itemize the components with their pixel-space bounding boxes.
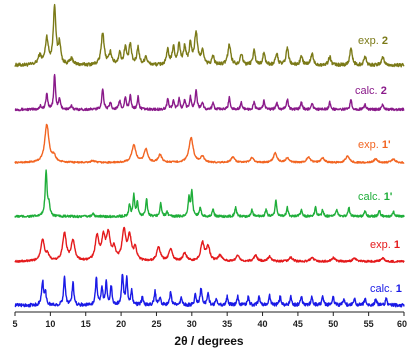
- series-group: [14, 3, 405, 308]
- x-tick-label: 5: [12, 319, 17, 329]
- series-label-prefix: exp.: [370, 239, 394, 251]
- x-tick-label: 30: [187, 319, 197, 329]
- series-label-1: exp. 2: [358, 35, 388, 47]
- series-label-prefix: exp.: [358, 139, 382, 151]
- series-label-id: 1: [396, 283, 402, 295]
- series-line-5: [14, 226, 405, 264]
- x-tick-label: 40: [258, 319, 268, 329]
- x-tick-label: 20: [116, 319, 126, 329]
- series-label-prefix: calc.: [370, 283, 396, 295]
- series-label-id: 1': [382, 139, 391, 151]
- x-axis-title: 2θ / degrees: [174, 334, 244, 348]
- series-label-id: 1': [384, 191, 393, 203]
- series-label-2: calc. 2: [355, 85, 387, 97]
- series-line-4: [14, 169, 405, 219]
- series-label-5: exp. 1: [370, 239, 400, 251]
- series-line-2: [14, 73, 405, 112]
- series-label-6: calc. 1: [370, 283, 402, 295]
- series-label-id: 1: [394, 239, 400, 251]
- x-tick-label: 45: [293, 319, 303, 329]
- series-label-prefix: calc.: [358, 191, 384, 203]
- series-label-4: calc. 1': [358, 191, 393, 203]
- x-tick-label: 55: [364, 319, 374, 329]
- series-label-id: 2: [382, 35, 388, 47]
- series-line-3: [14, 123, 405, 164]
- x-axis-ticks: 5 10 15 20 25 30 35 40 45 50 55 60: [12, 312, 407, 329]
- x-tick-label: 35: [222, 319, 232, 329]
- series-label-prefix: exp.: [358, 35, 382, 47]
- x-tick-label: 25: [151, 319, 161, 329]
- series-label-prefix: calc.: [355, 85, 381, 97]
- x-tick-label: 50: [328, 319, 338, 329]
- x-tick-label: 15: [81, 319, 91, 329]
- series-label-id: 2: [381, 85, 387, 97]
- series-line-6: [14, 273, 405, 308]
- series-label-3: exp. 1': [358, 139, 391, 151]
- series-line-1: [14, 3, 405, 68]
- x-tick-label: 60: [397, 319, 407, 329]
- x-tick-label: 10: [45, 319, 55, 329]
